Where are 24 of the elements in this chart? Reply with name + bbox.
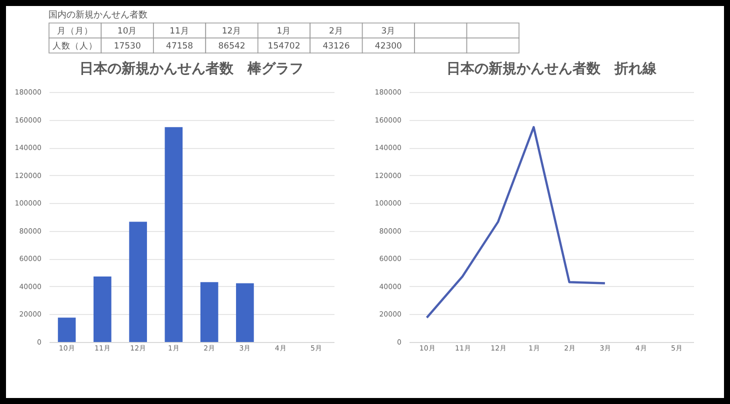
data-label: 47158 <box>166 42 194 52</box>
bar <box>164 127 183 342</box>
bar <box>200 282 218 342</box>
x-tick-label: 11月 <box>170 26 190 36</box>
data-label: 86542 <box>218 42 246 52</box>
bar <box>94 276 112 342</box>
line-series <box>426 126 606 319</box>
bar <box>58 318 76 342</box>
x-tick-label: 1月 <box>276 26 292 36</box>
x-tick-label: 2月 <box>329 26 344 36</box>
data-label: 42300 <box>374 42 402 52</box>
data-label: 154702 <box>268 42 300 52</box>
y-tick-label: 人数（人） <box>52 40 98 52</box>
x-tick-label: 12月 <box>222 26 242 36</box>
chart-title: 日本の新規かんせん者数 棒グラフ <box>80 60 304 77</box>
data-label: 43126 <box>322 42 350 52</box>
bar <box>129 222 147 342</box>
chart-title: 国内の新規かんせん者数 <box>48 10 148 21</box>
x-axis-title: 月（月） <box>57 26 94 36</box>
chart-title: 日本の新規かんせん者数 折れ線 <box>446 60 658 77</box>
x-tick-label: 10月 <box>117 26 138 36</box>
bar <box>236 283 254 342</box>
x-tick-label: 3月 <box>381 26 396 36</box>
data-label: 17530 <box>114 42 141 52</box>
